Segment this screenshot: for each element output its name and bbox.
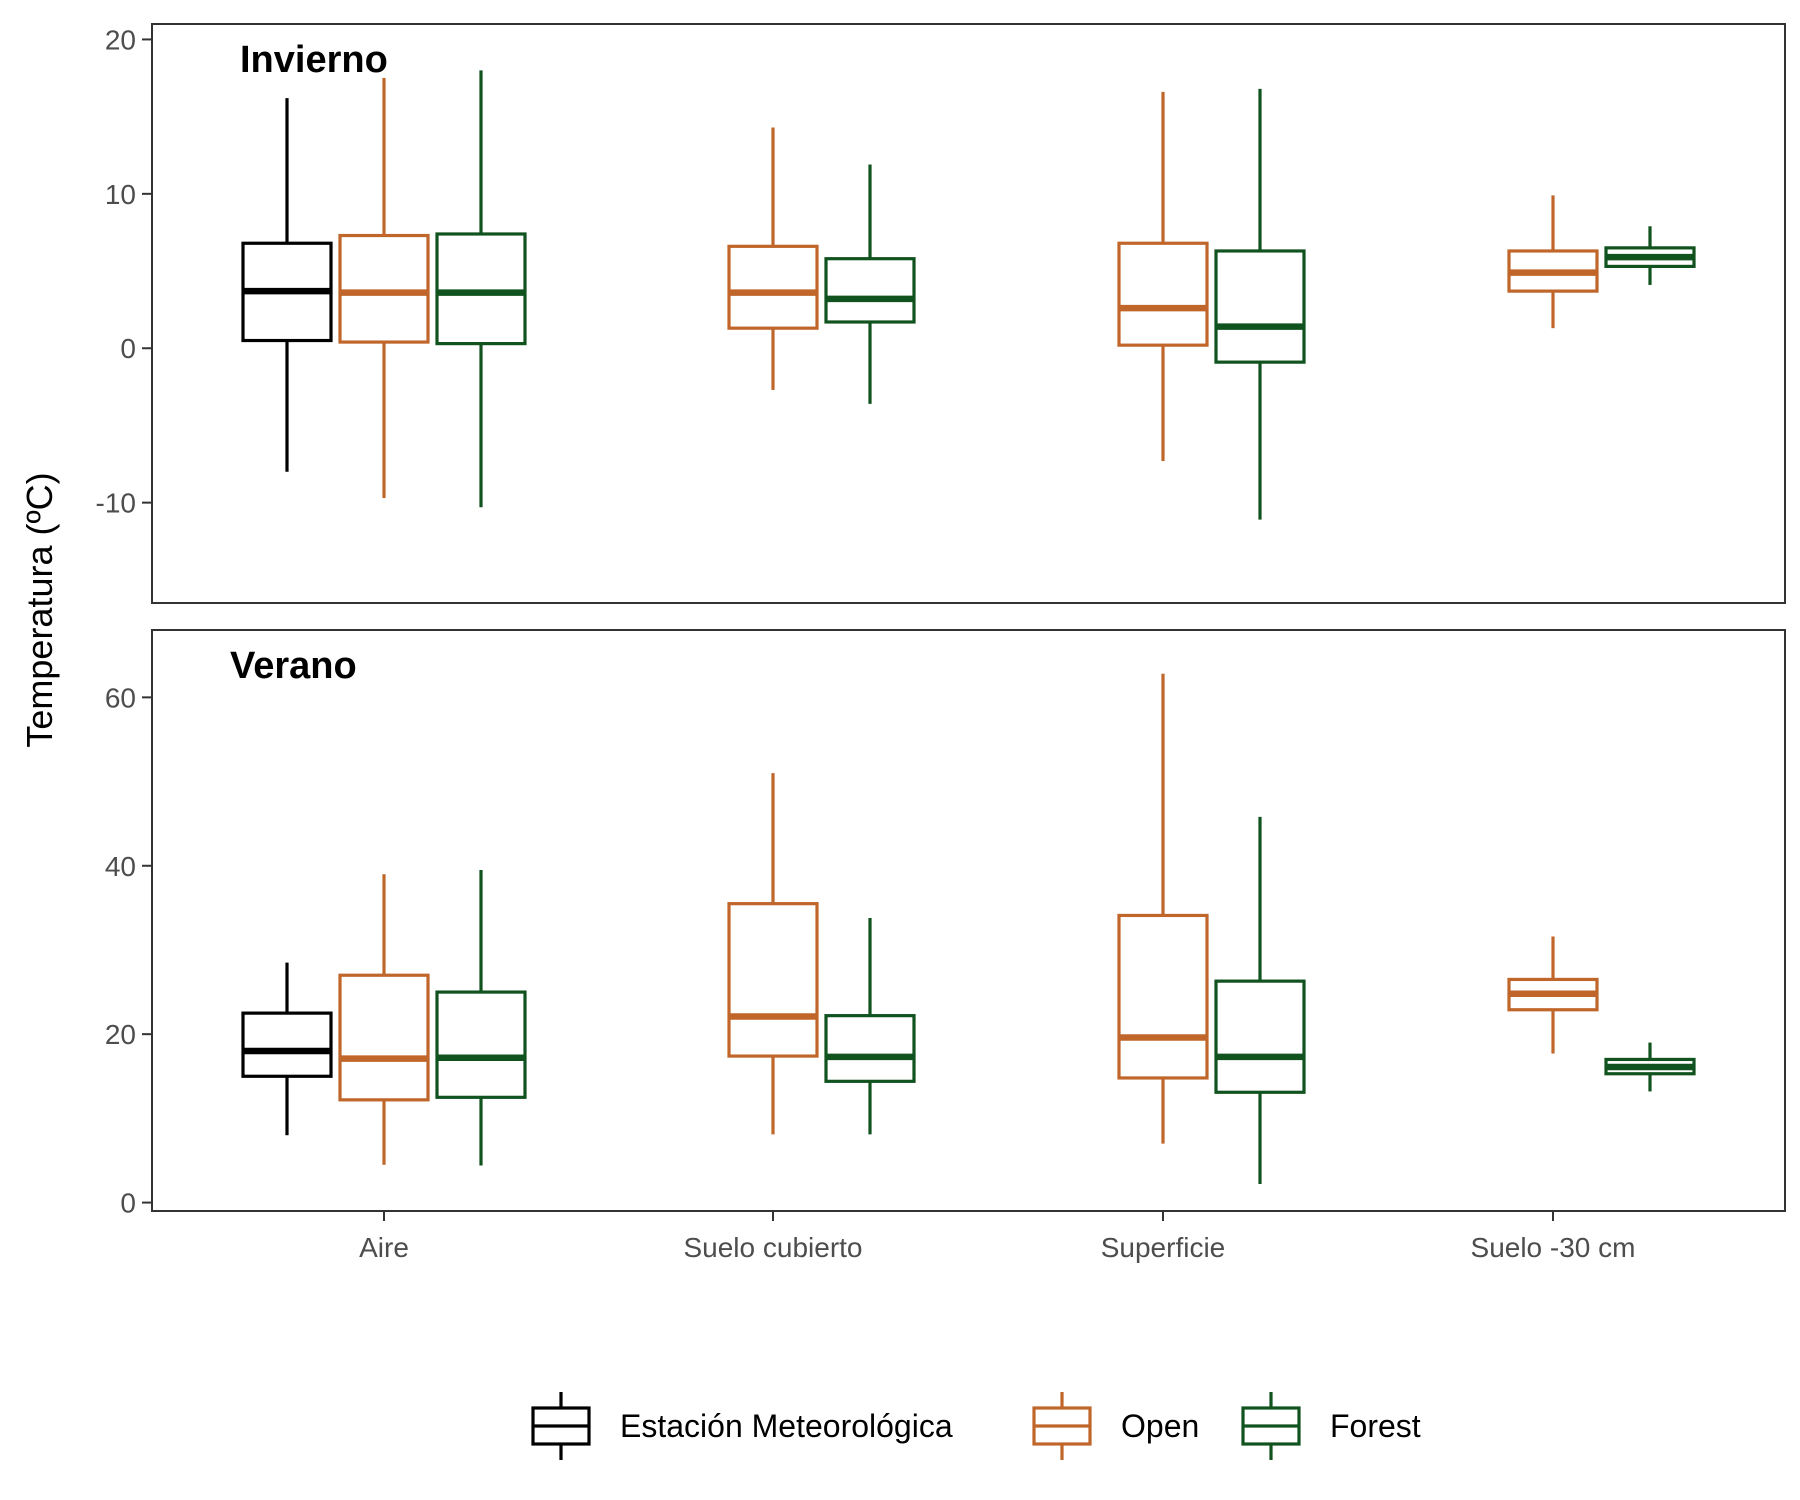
box-body xyxy=(1214,979,1306,1094)
box-body xyxy=(727,902,819,1058)
box-suelo-30-cm-forest xyxy=(1604,226,1696,285)
box-body xyxy=(1214,249,1306,364)
legend: Estación Meteorológica Open Forest xyxy=(531,1392,1421,1460)
x-tick-label-superficie: Superficie xyxy=(1101,1232,1226,1263)
legend-item-estacion-meteorologica: Estación Meteorológica xyxy=(531,1392,953,1460)
box-aire-estacion-meteorologica xyxy=(241,962,333,1136)
x-tick-label-suelo-30-cm: Suelo -30 cm xyxy=(1471,1232,1636,1263)
box-aire-forest xyxy=(435,70,527,508)
legend-label: Estación Meteorológica xyxy=(620,1408,953,1444)
box-suelo-30-cm-open xyxy=(1507,936,1599,1054)
box-body xyxy=(435,232,527,346)
y-tick-label: 40 xyxy=(105,851,136,882)
y-tick-label: 20 xyxy=(105,1019,136,1050)
box-body xyxy=(1117,913,1209,1080)
box-body xyxy=(338,973,430,1102)
x-axis: Aire Suelo cubierto Superficie Suelo -30 cm xyxy=(359,1211,1635,1263)
y-tick-label: 0 xyxy=(120,333,136,364)
panel-frame xyxy=(151,629,1786,1212)
box-suelo-cubierto-open xyxy=(727,773,819,1135)
box-superficie-forest xyxy=(1214,816,1306,1185)
box-aire-estacion-meteorologica xyxy=(241,98,333,472)
box-aire-forest xyxy=(435,869,527,1166)
panel-frame xyxy=(151,23,1786,604)
y-tick-label: 10 xyxy=(105,179,136,210)
box-aire-open xyxy=(338,874,430,1165)
panel-invierno: -10 0 10 20 Invierno xyxy=(96,23,1786,604)
box-superficie-open xyxy=(1117,673,1209,1144)
y-tick-label: 20 xyxy=(105,24,136,55)
box-aire-open xyxy=(338,78,430,499)
panel-label: Invierno xyxy=(240,39,388,81)
box-body xyxy=(338,233,430,344)
y-tick-label: 60 xyxy=(105,682,136,713)
panel-label: Verano xyxy=(230,645,357,687)
x-tick-label-aire: Aire xyxy=(359,1232,409,1263)
legend-item-forest: Forest xyxy=(1241,1392,1421,1460)
legend-item-open: Open xyxy=(1032,1392,1199,1460)
y-tick-label: 0 xyxy=(120,1188,136,1219)
y-axis-label: Temperatura (ºC) xyxy=(19,472,60,747)
box-body xyxy=(241,1011,333,1078)
x-tick-label-suelo-cubierto: Suelo cubierto xyxy=(683,1232,862,1263)
box-body xyxy=(727,244,819,330)
box-suelo-30-cm-open xyxy=(1507,195,1599,329)
panel-verano: 0 20 40 60 Verano xyxy=(105,629,1786,1219)
box-suelo-30-cm-forest xyxy=(1604,1042,1696,1092)
box-body xyxy=(435,990,527,1099)
box-body xyxy=(824,1014,916,1083)
box-superficie-forest xyxy=(1214,88,1306,520)
box-suelo-cubierto-open xyxy=(727,127,819,390)
y-tick-label: -10 xyxy=(96,488,136,519)
box-body xyxy=(824,257,916,324)
box-body xyxy=(1117,241,1209,347)
box-suelo-cubierto-forest xyxy=(824,917,916,1135)
box-suelo-cubierto-forest xyxy=(824,164,916,404)
legend-label: Open xyxy=(1121,1408,1199,1444)
legend-label: Forest xyxy=(1330,1408,1421,1444)
box-superficie-open xyxy=(1117,91,1209,461)
